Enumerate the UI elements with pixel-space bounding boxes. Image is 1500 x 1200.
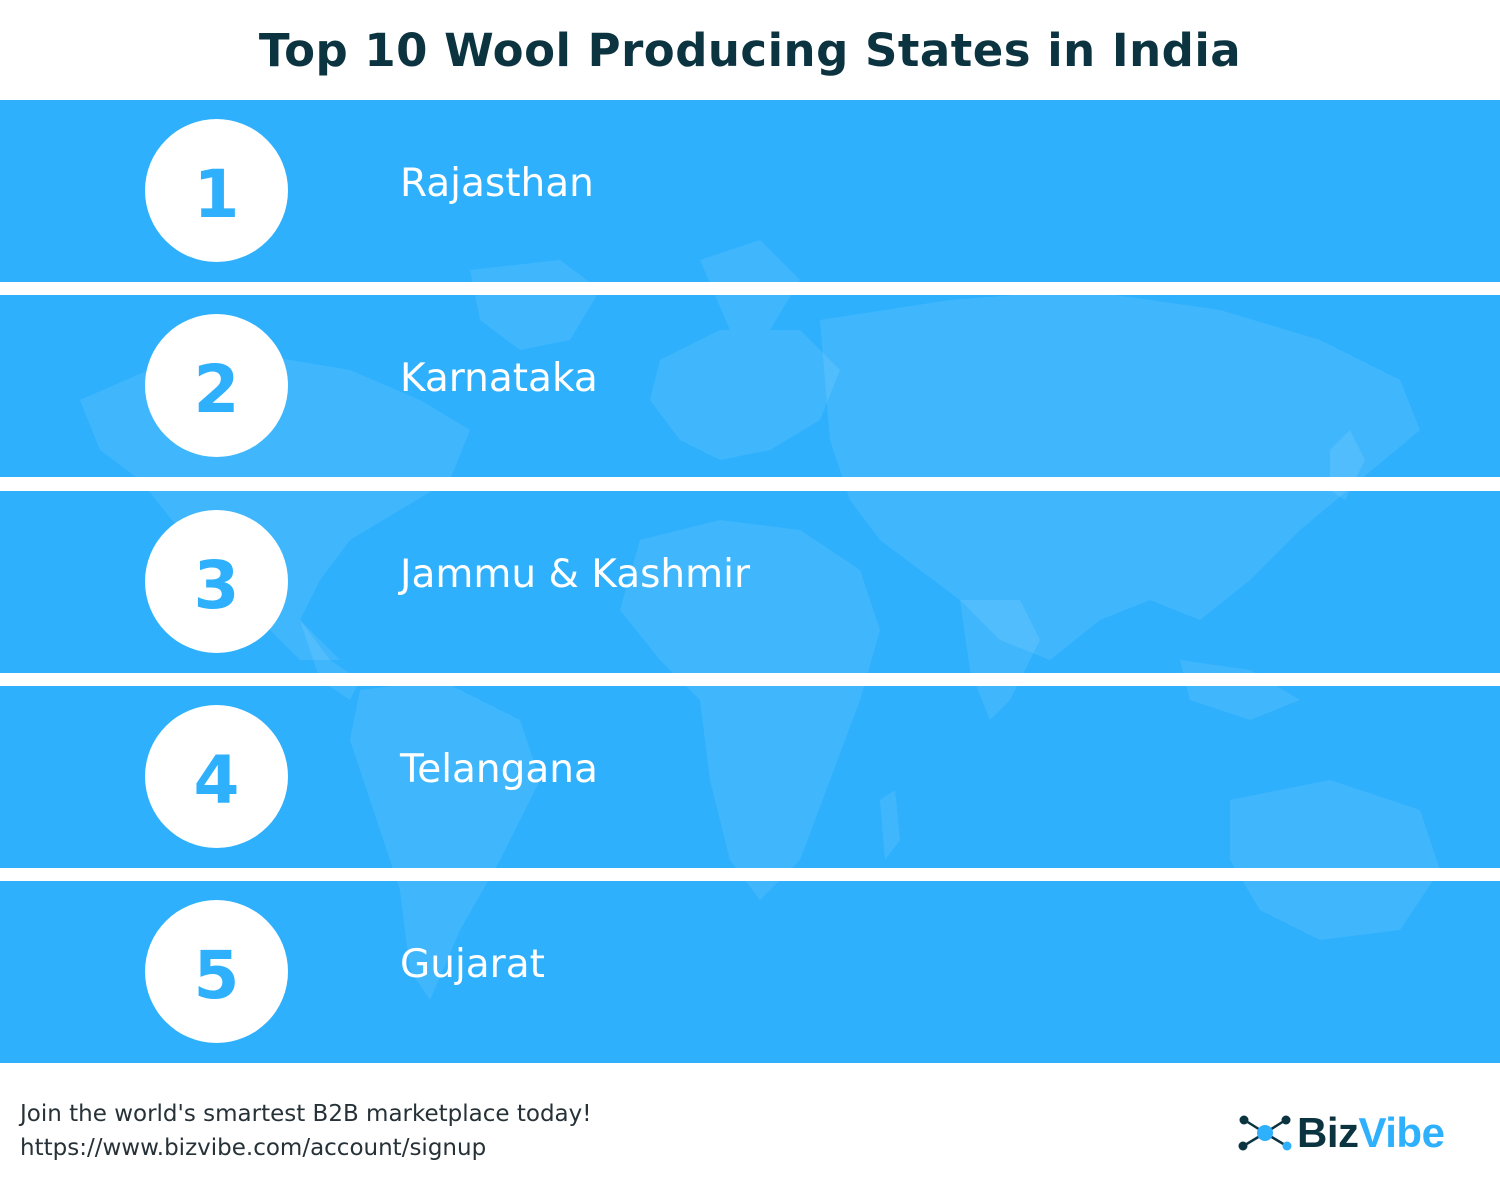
bizvibe-logo[interactable]: BizVibe <box>1237 1106 1445 1160</box>
rank-badge: 2 <box>145 314 288 457</box>
rank-number: 2 <box>193 350 240 428</box>
state-name: Telangana <box>400 747 598 792</box>
rank-badge: 3 <box>145 510 288 653</box>
footer-tagline: Join the world's smartest B2B marketplac… <box>20 1101 592 1127</box>
world-map-background <box>329 686 1440 868</box>
state-name: Rajasthan <box>400 161 594 206</box>
state-name: Jammu & Kashmir <box>400 552 750 597</box>
rank-badge: 4 <box>145 705 288 848</box>
rankings-list: 1 Rajasthan 2 Karnataka 3 Jammu & Kashmi… <box>0 100 1500 1065</box>
logo-text-vibe: Vibe <box>1358 1109 1445 1156</box>
world-map-background <box>397 881 1433 1000</box>
rank-number: 1 <box>193 155 240 233</box>
ranking-row: 5 Gujarat <box>0 881 1500 1063</box>
state-name: Karnataka <box>400 356 598 401</box>
page-title: Top 10 Wool Producing States in India <box>258 24 1242 77</box>
rank-badge: 1 <box>145 119 288 262</box>
network-nodes-icon <box>1238 1115 1292 1151</box>
footer-signup-url[interactable]: https://www.bizvibe.com/account/signup <box>20 1135 487 1161</box>
logo-text-biz: Biz <box>1297 1109 1359 1156</box>
ranking-row: 4 Telangana <box>0 686 1500 868</box>
rank-badge: 5 <box>145 900 288 1043</box>
state-name: Gujarat <box>400 942 545 987</box>
rank-number: 5 <box>193 936 240 1014</box>
rank-number: 3 <box>193 546 240 624</box>
world-map-background <box>470 240 800 282</box>
ranking-row: 3 Jammu & Kashmir <box>0 491 1500 673</box>
rank-number: 4 <box>193 741 240 819</box>
ranking-row: 2 Karnataka <box>0 295 1500 477</box>
ranking-row: 1 Rajasthan <box>0 100 1500 282</box>
